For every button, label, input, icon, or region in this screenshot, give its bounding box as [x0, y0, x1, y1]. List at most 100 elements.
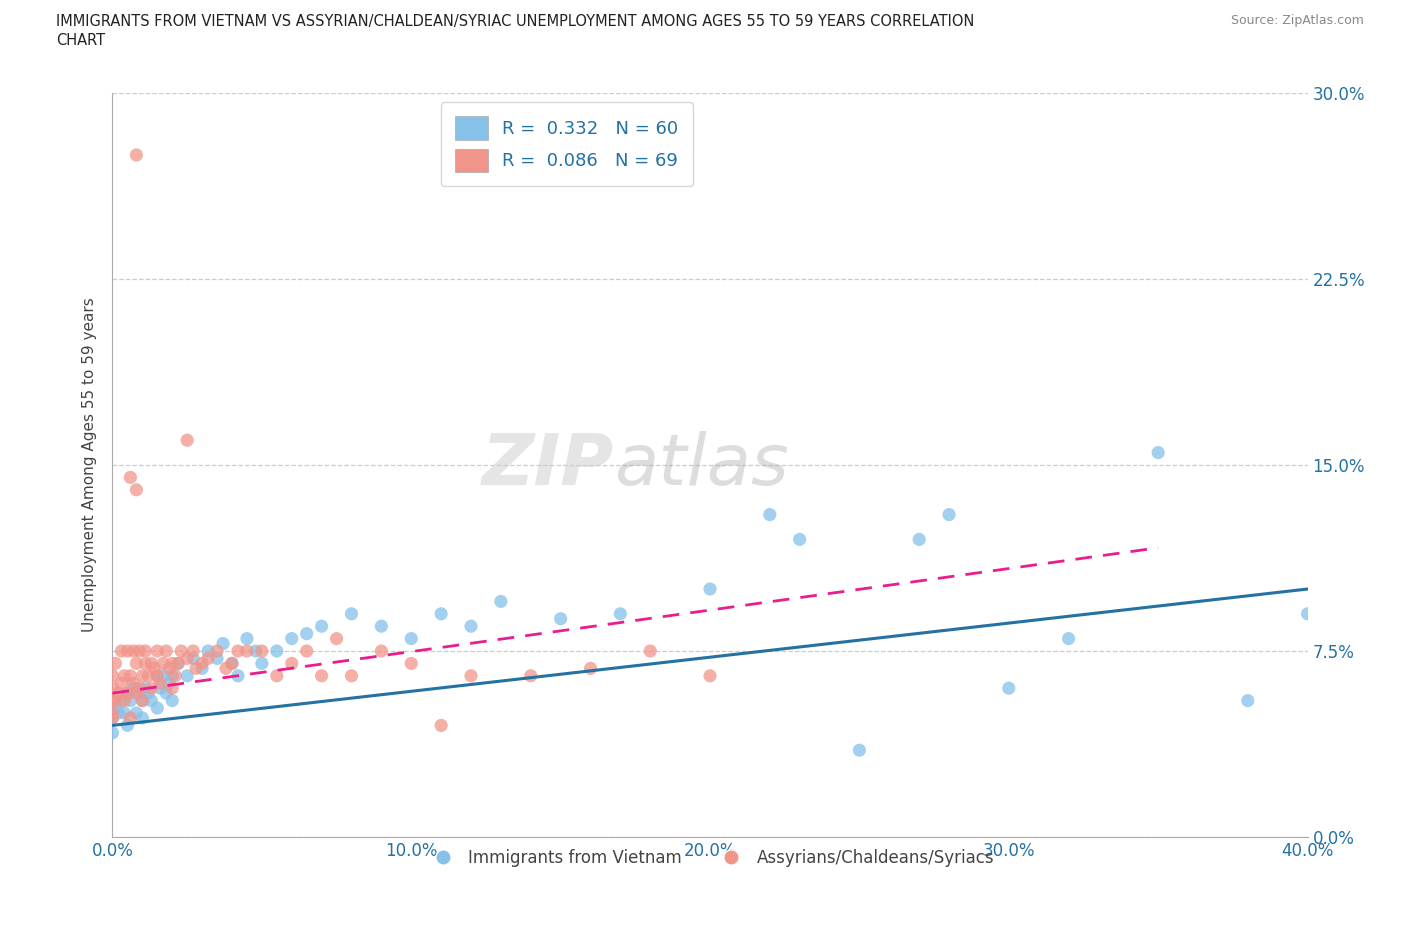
Text: Source: ZipAtlas.com: Source: ZipAtlas.com — [1230, 14, 1364, 27]
Point — [165, 669, 187, 684]
Point — [938, 507, 960, 522]
Point — [1057, 631, 1080, 646]
Point — [104, 700, 127, 715]
Point — [146, 669, 169, 684]
Point — [155, 644, 177, 658]
Point — [245, 644, 267, 658]
Point — [131, 669, 153, 684]
Point — [128, 685, 150, 700]
Point — [226, 669, 249, 684]
Point — [125, 706, 148, 721]
Point — [759, 507, 782, 522]
Point — [162, 656, 183, 671]
Point — [401, 631, 423, 646]
Point — [1147, 445, 1170, 460]
Point — [146, 669, 169, 684]
Point — [197, 651, 219, 666]
Point — [155, 685, 177, 700]
Point — [460, 618, 482, 633]
Point — [131, 693, 153, 708]
Point — [197, 644, 219, 658]
Point — [122, 644, 145, 658]
Point — [152, 656, 174, 671]
Point — [170, 644, 193, 658]
Point — [167, 656, 190, 671]
Point — [120, 470, 142, 485]
Point — [176, 432, 198, 447]
Point — [579, 661, 602, 676]
Point — [609, 606, 631, 621]
Point — [134, 656, 156, 671]
Point — [134, 644, 156, 658]
Point — [848, 743, 870, 758]
Point — [191, 661, 214, 676]
Point — [699, 581, 721, 596]
Point — [104, 693, 127, 708]
Point — [157, 661, 180, 676]
Point — [117, 685, 139, 700]
Point — [212, 636, 235, 651]
Point — [250, 644, 273, 658]
Point — [152, 669, 174, 684]
Point — [176, 669, 198, 684]
Point — [167, 656, 190, 671]
Point — [401, 656, 423, 671]
Point — [157, 676, 180, 691]
Point — [101, 711, 124, 725]
Point — [430, 718, 453, 733]
Point — [221, 656, 243, 671]
Point — [311, 669, 333, 684]
Point — [266, 669, 288, 684]
Point — [125, 685, 148, 700]
Point — [141, 681, 163, 696]
Point — [131, 693, 153, 708]
Point — [128, 644, 150, 658]
Point — [131, 711, 153, 725]
Point — [162, 693, 183, 708]
Point — [1237, 693, 1260, 708]
Point — [110, 693, 132, 708]
Point — [699, 669, 721, 684]
Point — [117, 718, 139, 733]
Point — [221, 656, 243, 671]
Point — [340, 669, 363, 684]
Point — [430, 606, 453, 621]
Point — [101, 669, 124, 684]
Point — [101, 725, 124, 740]
Point — [101, 711, 124, 725]
Point — [141, 693, 163, 708]
Point — [176, 651, 198, 666]
Point — [143, 661, 166, 676]
Point — [125, 656, 148, 671]
Point — [104, 656, 127, 671]
Point — [117, 685, 139, 700]
Point — [295, 626, 318, 641]
Point — [107, 685, 129, 700]
Point — [110, 644, 132, 658]
Point — [281, 631, 304, 646]
Point — [295, 644, 318, 658]
Y-axis label: Unemployment Among Ages 55 to 59 years: Unemployment Among Ages 55 to 59 years — [82, 298, 97, 632]
Point — [186, 661, 208, 676]
Point — [520, 669, 543, 684]
Point — [311, 618, 333, 633]
Point — [117, 644, 139, 658]
Point — [550, 611, 572, 626]
Point — [205, 644, 228, 658]
Point — [370, 644, 392, 658]
Point — [191, 656, 214, 671]
Point — [325, 631, 347, 646]
Point — [120, 693, 142, 708]
Point — [908, 532, 931, 547]
Point — [146, 700, 169, 715]
Point — [114, 706, 135, 721]
Point — [114, 693, 135, 708]
Point — [181, 644, 204, 658]
Point — [138, 669, 160, 684]
Point — [120, 669, 142, 684]
Point — [266, 644, 288, 658]
Text: CHART: CHART — [56, 33, 105, 47]
Point — [149, 681, 172, 696]
Point — [107, 706, 129, 721]
Point — [141, 656, 163, 671]
